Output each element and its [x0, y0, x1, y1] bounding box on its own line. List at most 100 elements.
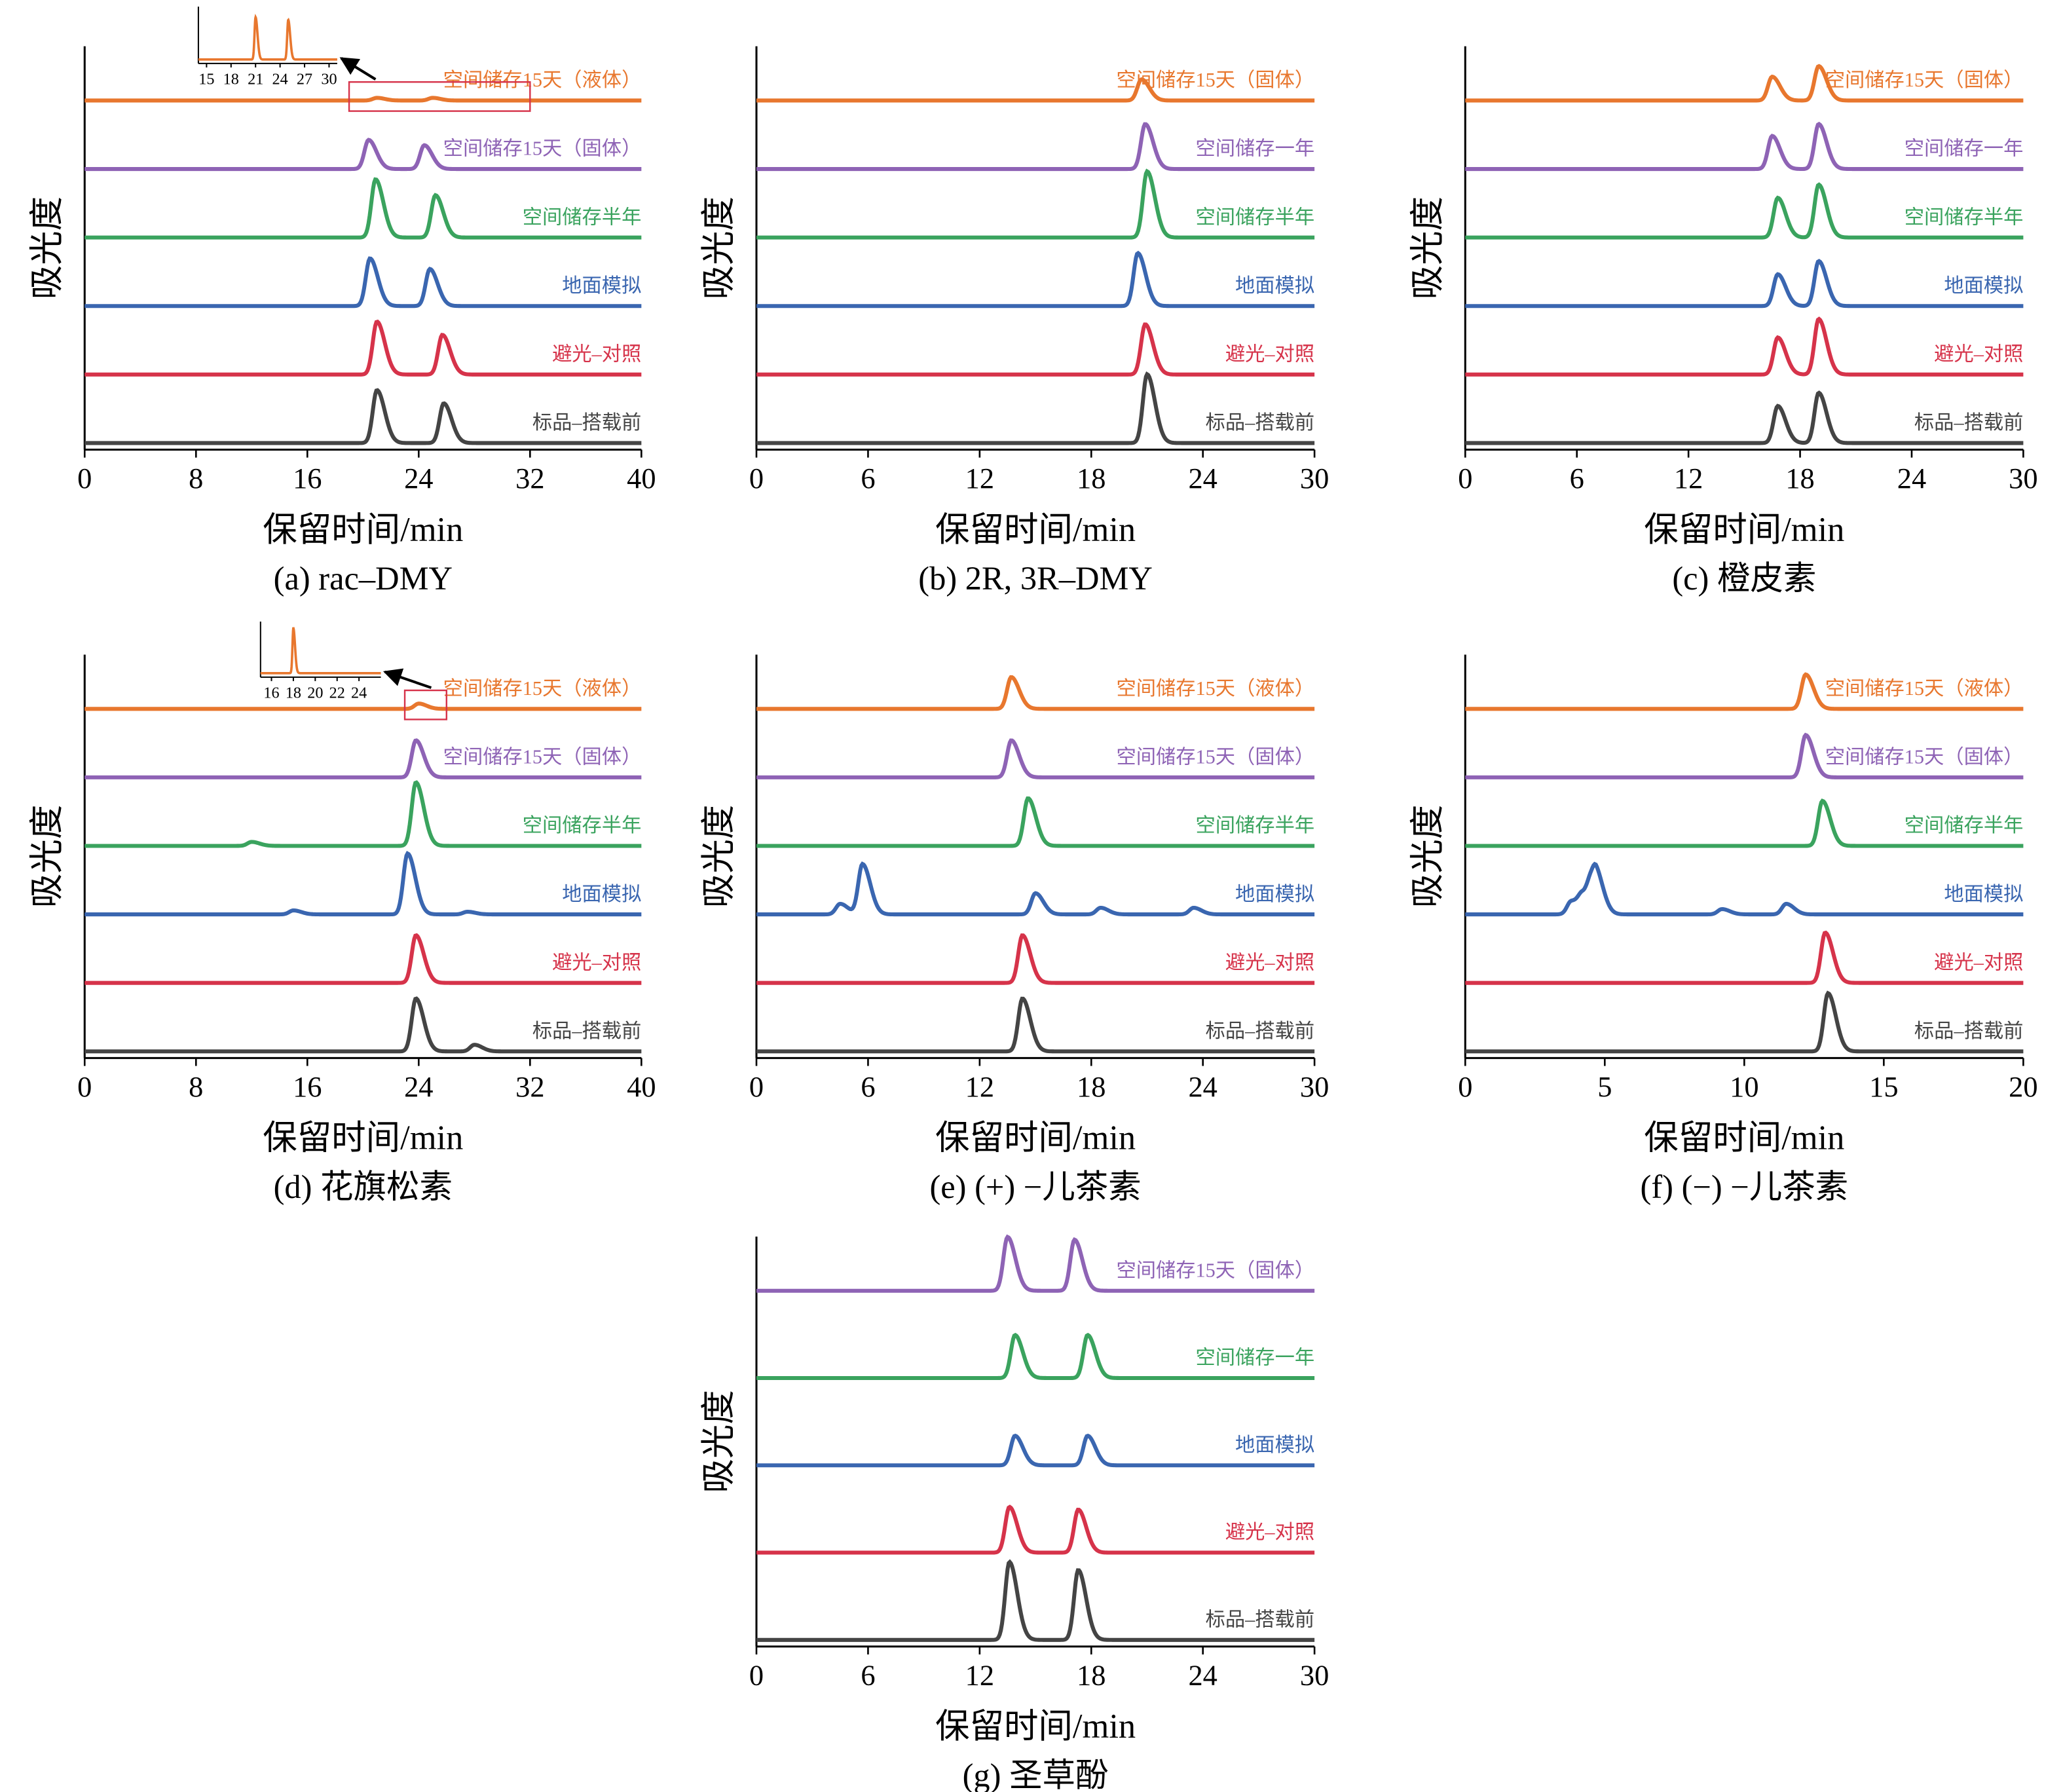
trace	[756, 861, 1315, 917]
x-axis-title: 保留时间/min	[263, 1119, 463, 1157]
trace	[84, 780, 642, 848]
trace	[84, 138, 642, 172]
inset-tick-label: 27	[297, 71, 312, 88]
inset-tick-label: 24	[351, 684, 367, 702]
x-tick-label: 24	[404, 1070, 433, 1103]
x-tick-label: 30	[2009, 462, 2037, 495]
x-tick-label: 40	[627, 462, 656, 495]
x-tick-label: 12	[965, 462, 994, 495]
trace-label: 避光–对照	[1225, 343, 1314, 365]
caption: (d) 花旗松素	[274, 1168, 453, 1205]
x-axis-title: 保留时间/min	[1644, 1119, 1844, 1157]
trace	[756, 250, 1315, 308]
y-axis-title: 吸光度	[700, 1390, 738, 1493]
x-tick-label: 0	[1458, 1070, 1472, 1103]
x-tick-label: 15	[1869, 1070, 1898, 1103]
trace-label: 标品–搭载前	[1206, 411, 1314, 434]
caption: (a) rac–DMY	[274, 560, 453, 597]
trace	[756, 1332, 1315, 1381]
x-tick-label: 24	[1897, 462, 1926, 495]
trace	[84, 319, 642, 377]
trace-label: 空间储存15天（固体）	[443, 138, 642, 160]
x-tick-label: 6	[861, 1070, 875, 1103]
x-tick-label: 30	[1300, 462, 1329, 495]
x-axis-title: 保留时间/min	[935, 1119, 1136, 1157]
trace-label: 空间储存15天（固体）	[443, 746, 642, 768]
inset-tick-label: 18	[286, 684, 301, 702]
trace-label: 空间储存半年	[1905, 814, 2024, 836]
trace	[84, 851, 642, 917]
y-axis-title: 吸光度	[700, 805, 738, 908]
x-tick-label: 5	[1597, 1070, 1612, 1103]
trace-label: 地面模拟	[562, 274, 641, 297]
trace-label: 避光–对照	[1934, 343, 2023, 365]
caption: (f) (−) −儿茶素	[1641, 1168, 1849, 1205]
x-tick-label: 6	[1570, 462, 1584, 495]
trace	[84, 388, 642, 445]
x-tick-label: 6	[861, 462, 875, 495]
x-axis-title: 保留时间/min	[935, 1708, 1136, 1745]
trace	[756, 738, 1315, 779]
trace-label: 空间储存半年	[1196, 814, 1315, 836]
trace	[1465, 390, 2024, 445]
x-tick-label: 12	[1674, 462, 1703, 495]
trace	[1465, 259, 2024, 308]
trace	[84, 177, 642, 240]
trace	[1465, 861, 2024, 917]
x-tick-label: 16	[293, 462, 322, 495]
inset-tick-label: 20	[307, 684, 323, 702]
x-tick-label: 18	[1077, 1659, 1106, 1692]
inset-tick-label: 15	[198, 71, 214, 88]
trace	[756, 1559, 1315, 1642]
trace-label: 标品–搭载前	[1206, 1020, 1314, 1042]
inset-tick-label: 30	[321, 71, 337, 88]
x-tick-label: 12	[965, 1070, 994, 1103]
trace	[1465, 316, 2024, 377]
trace-label: 避光–对照	[552, 343, 641, 365]
trace	[756, 1504, 1315, 1555]
x-axis-title: 保留时间/min	[263, 511, 463, 549]
trace-label: 避光–对照	[1225, 1521, 1314, 1543]
trace-label: 标品–搭载前	[532, 1020, 641, 1042]
trace-label: 空间储存一年	[1905, 138, 2024, 160]
x-axis-title: 保留时间/min	[1644, 511, 1844, 549]
x-tick-label: 30	[1300, 1070, 1329, 1103]
x-tick-label: 24	[1188, 1070, 1217, 1103]
trace	[756, 122, 1315, 172]
trace-label: 地面模拟	[1944, 274, 2023, 297]
y-axis-title: 吸光度	[28, 196, 66, 299]
x-tick-label: 24	[404, 462, 433, 495]
inset-tick-label: 18	[223, 71, 239, 88]
trace	[1465, 121, 2024, 172]
trace	[756, 168, 1315, 240]
trace-label: 避光–对照	[552, 951, 641, 973]
x-tick-label: 24	[1188, 462, 1217, 495]
trace-label: 空间储存半年	[523, 814, 642, 836]
x-tick-label: 32	[515, 462, 544, 495]
trace-label: 空间储存一年	[1196, 1347, 1315, 1369]
x-tick-label: 30	[1300, 1659, 1329, 1692]
trace-label: 标品–搭载前	[1914, 411, 2023, 434]
trace	[1465, 798, 2024, 848]
y-axis-title: 吸光度	[1409, 196, 1447, 299]
trace-label: 空间储存15天（液体）	[443, 677, 642, 700]
trace-label: 标品–搭载前	[1914, 1020, 2023, 1042]
x-axis-title: 保留时间/min	[935, 511, 1136, 549]
trace	[1465, 990, 2024, 1054]
x-tick-label: 18	[1785, 462, 1814, 495]
trace-label: 标品–搭载前	[1206, 1608, 1314, 1630]
x-tick-label: 8	[189, 1070, 203, 1103]
trace-label: 地面模拟	[1235, 1434, 1314, 1456]
trace-label: 空间储存15天（液体）	[1825, 677, 2024, 700]
trace	[1465, 64, 2024, 103]
caption: (c) 橙皮素	[1672, 560, 1816, 597]
trace-label: 空间储存15天（固体）	[1825, 746, 2024, 768]
x-tick-label: 0	[749, 1659, 764, 1692]
inset-tick-label: 21	[248, 71, 263, 88]
trace-label: 空间储存15天（固体）	[1116, 746, 1314, 768]
trace-label: 地面模拟	[1235, 883, 1314, 905]
x-tick-label: 0	[749, 462, 764, 495]
caption: (e) (+) −儿茶素	[929, 1168, 1141, 1205]
trace-label: 地面模拟	[562, 883, 641, 905]
zoom-arrow	[382, 668, 432, 689]
